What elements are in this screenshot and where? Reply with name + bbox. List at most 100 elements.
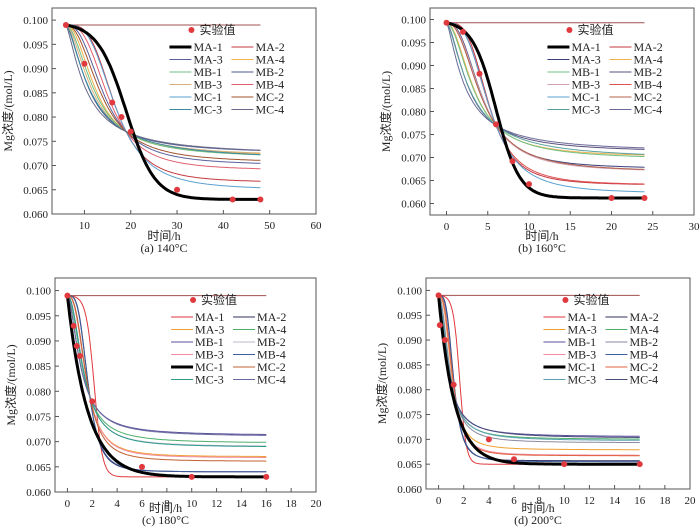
legend-label-mb-1: MB-1 — [195, 335, 224, 349]
legend-label-mc-2: MC-2 — [257, 360, 286, 374]
legend-label-mc-2: MC-2 — [255, 90, 284, 104]
legend-marker-experimental — [188, 27, 195, 33]
legend-label-mb-1: MB-1 — [571, 65, 600, 79]
y-tick-label: 0.090 — [23, 64, 48, 76]
series-line-mc-2 — [67, 295, 267, 462]
series-line-mb-1 — [446, 22, 645, 158]
y-tick-label: 0.080 — [23, 112, 48, 124]
legend-label-experimental: 实验值 — [573, 292, 609, 307]
x-tick-label: 40 — [218, 220, 230, 232]
legend-label-mc-3: MC-3 — [195, 373, 224, 387]
legend-label-ma-2: MA-2 — [633, 40, 662, 54]
x-tick-label: 50 — [264, 220, 276, 232]
y-tick-label: 0.100 — [26, 286, 51, 298]
y-tick-label: 0.060 — [397, 484, 422, 496]
series-line-ma-4 — [446, 22, 645, 156]
series-line-mc-1 — [65, 24, 261, 189]
legend-label-ma-4: MA-4 — [255, 53, 284, 67]
panel-caption: (c) 180°C — [142, 513, 189, 527]
x-axis-label: 时间/h — [521, 501, 554, 515]
x-tick-label: 10 — [186, 498, 198, 510]
panel-caption: (b) 160°C — [518, 241, 566, 255]
y-tick-label: 0.060 — [26, 487, 51, 499]
legend-label-mb-4: MB-4 — [257, 348, 286, 362]
experimental-point — [76, 353, 83, 360]
y-axis-label: Mg浓度/(mol/L) — [3, 344, 18, 425]
x-tick-label: 20 — [685, 495, 697, 507]
legend-label-mc-4: MC-4 — [633, 103, 662, 117]
experimental-point — [73, 342, 80, 349]
y-tick-label: 0.090 — [397, 335, 422, 347]
chart-panel: 0.060 0.065 0.070 0.075 0.080 0.085 0.090 0.095… — [378, 7, 700, 255]
y-tick-label: 0.075 — [401, 130, 426, 142]
y-tick-label: 0.070 — [26, 437, 51, 449]
legend-label-ma-2: MA-2 — [257, 310, 286, 324]
legend-label-mb-2: MB-2 — [257, 335, 286, 349]
legend-label-ma-1: MA-1 — [571, 40, 600, 54]
y-tick-label: 0.060 — [23, 209, 48, 221]
legend-label-experimental: 实验值 — [199, 22, 235, 37]
x-tick-label: 0 — [436, 495, 442, 507]
y-tick-label: 0.085 — [26, 361, 51, 373]
experimental-point — [608, 194, 615, 201]
series-line-ma-4 — [65, 24, 261, 154]
series-line-ma-1 — [65, 23, 261, 201]
y-tick-label: 0.070 — [397, 434, 422, 446]
series-line-mc-3 — [438, 295, 640, 441]
y-tick-label: 0.085 — [397, 360, 422, 372]
y-tick-label: 0.100 — [397, 285, 422, 297]
legend-label-mc-1: MC-1 — [567, 360, 596, 374]
experimental-point — [435, 292, 442, 299]
x-tick-label: 18 — [286, 498, 298, 510]
y-tick-label: 0.090 — [26, 336, 51, 348]
series-line-mb-3 — [67, 295, 267, 458]
x-tick-label: 10 — [524, 221, 536, 233]
experimental-point — [436, 322, 443, 329]
x-axis-label: 时间/h — [525, 229, 558, 243]
legend-label-mc-1: MC-1 — [195, 360, 224, 374]
experimental-point — [64, 292, 71, 299]
experimental-point — [641, 194, 648, 201]
legend-label-ma-1: MA-1 — [193, 40, 222, 54]
x-tick-label: 20 — [606, 221, 618, 233]
y-tick-label: 0.095 — [23, 39, 48, 51]
y-tick-label: 0.060 — [401, 199, 426, 211]
y-tick-label: 0.065 — [23, 185, 48, 197]
experimental-point — [636, 461, 643, 468]
experimental-point — [476, 70, 483, 77]
legend-label-ma-1: MA-1 — [567, 310, 596, 324]
legend-label-mb-2: MB-2 — [255, 65, 284, 79]
legend-label-mb-3: MB-3 — [193, 78, 222, 92]
x-tick-label: 2 — [90, 498, 96, 510]
y-tick-label: 0.075 — [23, 136, 48, 148]
y-tick-label: 0.070 — [23, 161, 48, 173]
y-axis-label: Mg浓度/(mol/L) — [0, 70, 15, 151]
legend-label-mc-3: MC-3 — [567, 373, 596, 387]
experimental-point — [118, 114, 125, 121]
series-line-mb-2 — [438, 295, 640, 443]
series-line-mc-4 — [438, 295, 640, 438]
y-tick-label: 0.080 — [401, 107, 426, 119]
experimental-point — [127, 128, 134, 135]
legend-label-mb-1: MB-1 — [567, 335, 596, 349]
series-line-mc-2 — [65, 24, 261, 161]
x-tick-label: 16 — [634, 495, 646, 507]
series-line-mc-3 — [65, 24, 261, 156]
x-tick-label: 4 — [114, 498, 120, 510]
experimental-point — [89, 398, 96, 405]
x-tick-label: 25 — [647, 221, 659, 233]
experimental-point — [561, 461, 568, 468]
x-axis-label: 时间/h — [149, 501, 182, 515]
experimental-point — [441, 337, 448, 344]
series-line-ma-1 — [446, 21, 645, 200]
legend-label-ma-1: MA-1 — [195, 310, 224, 324]
legend-label-experimental: 实验值 — [577, 22, 613, 37]
legend-label-ma-3: MA-3 — [193, 53, 222, 67]
experimental-point — [188, 473, 195, 480]
experimental-point — [81, 60, 88, 67]
series-line-mb-4 — [438, 294, 640, 463]
experimental-point — [139, 463, 145, 470]
y-tick-label: 0.095 — [401, 38, 426, 50]
y-tick-label: 0.095 — [26, 311, 51, 323]
